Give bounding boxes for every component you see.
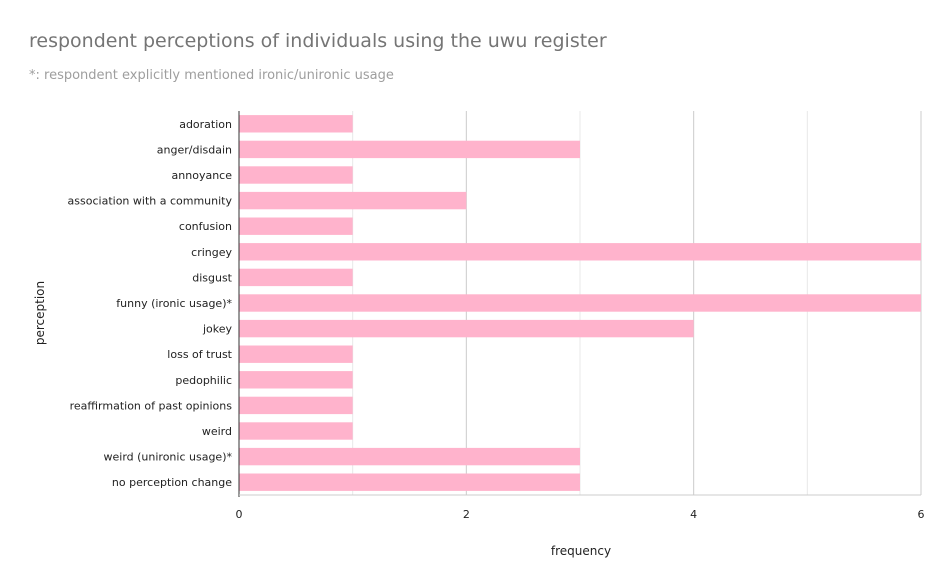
category-label: weird (unironic usage)* [104, 451, 233, 464]
bar [239, 268, 353, 287]
category-label: disgust [192, 271, 232, 284]
bar [239, 473, 580, 491]
category-label: weird [202, 425, 232, 438]
category-label: annoyance [172, 169, 233, 182]
bar [239, 422, 353, 440]
category-label: adoration [179, 118, 232, 131]
bar [239, 371, 353, 389]
bar [239, 166, 353, 184]
x-tick-label: 6 [918, 508, 925, 521]
x-tick-label: 0 [236, 508, 243, 521]
bar [239, 396, 353, 415]
bar [239, 140, 580, 159]
category-label: confusion [179, 220, 232, 233]
y-axis-title: perception [33, 281, 47, 345]
category-label: anger/disdain [157, 143, 232, 156]
category-label: pedophilic [175, 374, 232, 387]
x-tick-label: 4 [690, 508, 697, 521]
bar [239, 115, 353, 133]
bar [239, 319, 694, 338]
bar [239, 345, 353, 363]
x-tick-labels: 0 2 4 6 [236, 508, 925, 521]
bars [239, 115, 921, 491]
axes [238, 111, 921, 497]
chart-title: respondent perceptions of individuals us… [29, 30, 607, 52]
category-label: no perception change [112, 476, 232, 489]
bar [239, 191, 467, 210]
category-label: funny (ironic usage)* [116, 297, 232, 310]
category-label: cringey [191, 246, 232, 259]
bar [239, 447, 580, 466]
chart-subtitle: *: respondent explicitly mentioned ironi… [29, 68, 394, 83]
bar [239, 294, 921, 312]
category-label: jokey [202, 323, 233, 336]
bar [239, 243, 921, 261]
bar [239, 217, 353, 235]
category-label: loss of trust [167, 348, 232, 361]
category-labels: adoration anger/disdain annoyance associati… [68, 118, 233, 489]
category-label: association with a community [68, 195, 233, 208]
category-label: reaffirmation of past opinions [70, 399, 233, 412]
x-axis-title: frequency [551, 544, 611, 558]
x-tick-label: 2 [463, 508, 470, 521]
